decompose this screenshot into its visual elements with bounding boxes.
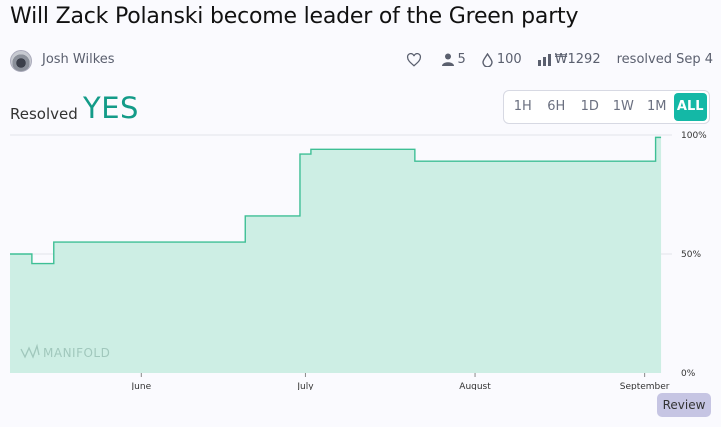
user-icon [441, 53, 454, 66]
heart-icon [406, 52, 421, 67]
range-1d-button[interactable]: 1D [580, 99, 599, 114]
review-button[interactable]: Review [657, 393, 711, 417]
bar-chart-icon [537, 53, 551, 66]
volume-value: ₩1292 [554, 52, 601, 67]
x-tick-label: July [296, 382, 314, 390]
manifold-watermark: MANIFOLD [20, 343, 110, 360]
market-stats: 5 100 ₩1292 resolved Sep 4 [390, 52, 713, 67]
liquidity-value: 100 [496, 52, 522, 67]
y-tick-label: 100% [681, 131, 707, 141]
like-button[interactable] [406, 52, 426, 67]
time-range-selector: 1H 6H 1D 1W 1M ALL [503, 90, 710, 124]
y-axis: 100% 50% 0% [681, 131, 707, 379]
droplet-icon [482, 52, 493, 67]
x-tick-label: August [459, 382, 491, 390]
market-title: Will Zack Polanski become leader of the … [10, 4, 579, 29]
range-1w-button[interactable]: 1W [612, 99, 634, 114]
range-all-button[interactable]: ALL [673, 93, 707, 121]
manifold-logo-icon [20, 343, 40, 359]
traders-stat[interactable]: 5 [441, 52, 466, 67]
resolved-date: resolved Sep 4 [616, 52, 713, 67]
probability-area [10, 137, 662, 373]
resolution-label: Resolved [10, 105, 78, 123]
probability-chart[interactable]: 100% 50% 0% June July August September MANIFO… [0, 128, 721, 390]
author-avatar[interactable] [10, 50, 32, 72]
range-6h-button[interactable]: 6H [547, 99, 566, 114]
x-axis: June July August September [131, 373, 670, 390]
liquidity-stat[interactable]: 100 [482, 52, 522, 67]
market-meta: Josh Wilkes 5 100 ₩1292 resolved Sep 4 [10, 50, 713, 72]
range-1h-button[interactable]: 1H [513, 99, 532, 114]
range-1m-button[interactable]: 1M [647, 99, 667, 114]
resolution-value: YES [83, 91, 139, 125]
y-tick-label: 50% [681, 250, 701, 260]
author-name[interactable]: Josh Wilkes [42, 52, 115, 67]
x-tick-label: June [131, 382, 152, 390]
probability-line [10, 136, 662, 265]
x-tick-label: September [620, 382, 670, 390]
watermark-text: MANIFOLD [43, 346, 110, 360]
volume-stat[interactable]: ₩1292 [537, 52, 601, 67]
y-tick-label: 0% [681, 369, 696, 379]
traders-count: 5 [457, 52, 466, 67]
